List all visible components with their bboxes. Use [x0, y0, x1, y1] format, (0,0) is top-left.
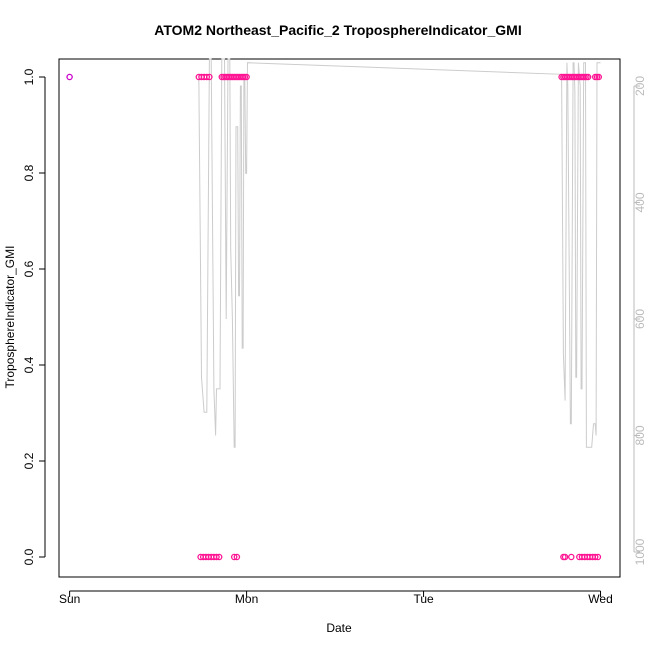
plot-area — [58, 58, 621, 578]
x-tick-label: Wed — [588, 592, 612, 606]
altitude-line — [198, 58, 601, 448]
data-point — [568, 553, 575, 561]
y-tick-label: 0.8 — [22, 164, 36, 181]
data-point — [206, 73, 213, 81]
data-point — [203, 73, 211, 81]
data-point — [213, 553, 220, 561]
y-tick-label: 1.0 — [22, 68, 36, 85]
x-tick-label: Sun — [59, 592, 80, 606]
data-point — [595, 73, 603, 81]
data-point — [230, 553, 238, 561]
x-tick-label: Tue — [413, 592, 434, 606]
data-point — [243, 73, 250, 81]
y-axis-label: TroposphereIndicator_GMI — [3, 246, 17, 389]
data-point — [584, 73, 592, 81]
x-tick-label: Mon — [235, 592, 258, 606]
data-point — [591, 553, 599, 561]
right-axis: 200 400 600 800 1000 — [633, 76, 647, 566]
data-point — [233, 553, 241, 561]
x-axis: Sun Mon Tue Wed — [59, 590, 613, 606]
y2-tick-label: 200 — [633, 76, 647, 96]
data-point — [215, 553, 223, 561]
y-tick-label: 0.6 — [22, 260, 36, 277]
y-tick-label: 0.2 — [22, 452, 36, 469]
y-tick-label: 0.0 — [22, 548, 36, 565]
y2-tick-label: 800 — [633, 425, 647, 445]
chart-title: ATOM2 Northeast_Pacific_2 TroposphereInd… — [154, 22, 521, 38]
y-tick-label: 0.4 — [22, 356, 36, 373]
y2-tick-label: 1000 — [633, 538, 647, 565]
left-axis: 0.0 0.2 0.4 0.6 0.8 1.0 — [22, 68, 46, 565]
data-point — [561, 553, 569, 561]
y2-tick-label: 400 — [633, 192, 647, 212]
data-point — [594, 553, 602, 561]
x-axis-label: Date — [326, 621, 352, 635]
points-layer — [66, 73, 603, 561]
data-point — [66, 73, 73, 81]
altitude-series — [198, 58, 601, 448]
y2-tick-label: 600 — [633, 309, 647, 329]
